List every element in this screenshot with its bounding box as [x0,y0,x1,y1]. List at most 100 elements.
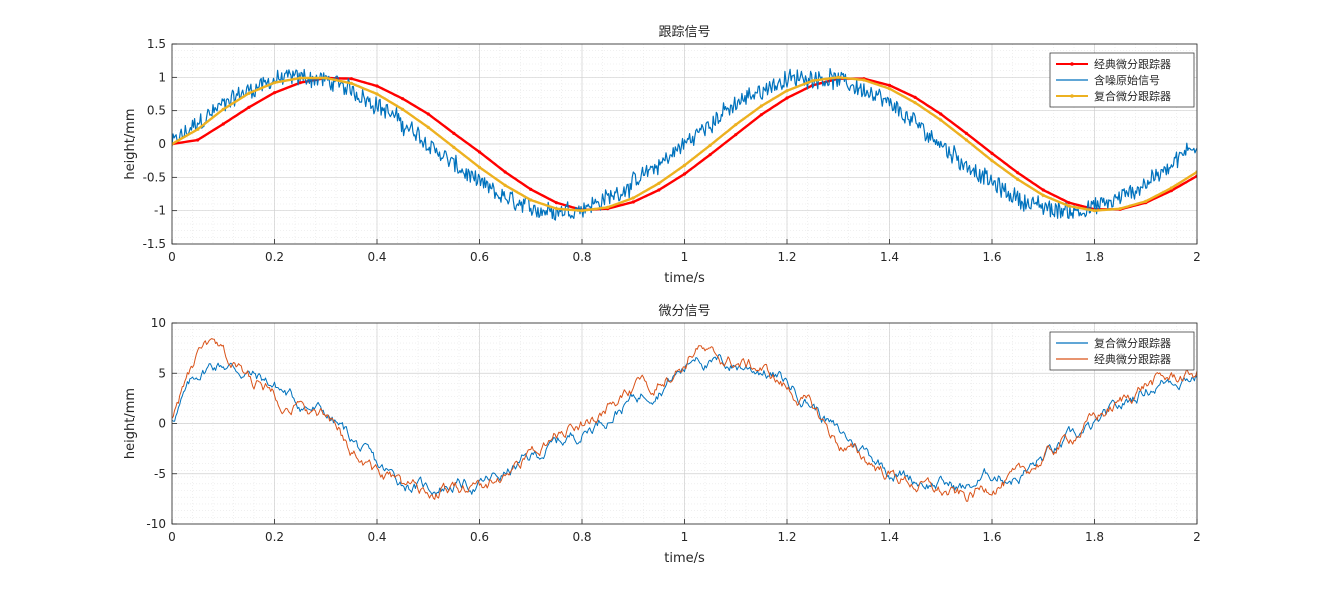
y-axis-label: height/mm [123,388,138,459]
series-point-2 [401,107,405,111]
series-point-0 [682,172,687,176]
x-tick-label: 0.8 [572,530,591,544]
series-point-0 [529,187,533,191]
x-tick-label: 2 [1193,250,1201,264]
x-axis-label: time/s [664,551,705,566]
derivative-signal-axes: 0 0.2 0.4 0.6 0.8 1 1.2 1.4 1.6 1.8 2 10 5 0 -5 -10 微分信号… [123,304,1201,566]
series-point-2 [1067,204,1071,208]
series-point-2 [426,125,430,129]
series-point-0 [426,112,430,116]
series-point-2 [247,91,251,95]
tracking-signal-axes: 0 0.2 0.4 0.6 0.8 1 1.2 1.4 1.6 1.8 2 1.5 1 0.5 0 -0.5 -… [123,25,1201,286]
series-line-1 [172,68,1197,221]
series-line-1 [172,338,1197,502]
series-point-2 [529,198,533,202]
series-point-0 [734,133,738,137]
y-tick-label: 5 [158,366,166,380]
y-tick-label: 10 [151,316,166,330]
series-point-2 [298,76,302,80]
series-point-2 [862,78,866,82]
y-tick-label: 0 [158,137,166,151]
legend-entry: 复合微分跟踪器 [1094,336,1171,350]
series-point-0 [247,105,251,109]
x-tick-label: 0.4 [367,250,386,264]
legend-entry: 经典微分跟踪器 [1094,57,1171,71]
series-point-2 [452,145,456,149]
series-point-2 [1041,193,1045,197]
y-tick-label: 0.5 [147,104,166,118]
series-point-0 [196,138,200,142]
series-point-0 [1169,189,1173,193]
series-point-0 [631,200,635,204]
series-point-2 [836,75,840,79]
x-tick-label: 0.2 [265,530,284,544]
series-point-2 [1144,199,1148,203]
series-point-0 [477,150,482,154]
series-point-2 [272,81,277,85]
legend-entry: 经典微分跟踪器 [1094,352,1171,366]
series-point-0 [452,131,456,135]
series-point-0 [708,153,712,157]
y-tick-label: 1.5 [147,37,166,51]
x-tick-label: 1.4 [880,530,899,544]
x-tick-label: 1.6 [982,530,1001,544]
x-tick-label: 0.4 [367,530,386,544]
series-point-2 [734,123,738,127]
x-tick-label: 1.6 [982,250,1001,264]
axes-title: 跟踪信号 [658,25,710,40]
series-point-0 [990,151,994,155]
x-tick-label: 0.6 [470,250,489,264]
series-point-2 [554,207,558,211]
legend-marker [1070,94,1074,98]
x-tick-label: 1.8 [1085,530,1104,544]
x-tick-label: 1.4 [880,250,899,264]
series-point-2 [1092,209,1097,213]
series-point-2 [196,127,200,131]
y-tick-label: -1 [154,204,166,218]
series-point-2 [657,181,661,185]
series-point-0 [401,97,405,101]
x-axis-label: time/s [664,271,705,286]
series-point-0 [657,188,661,192]
series-point-2 [580,209,584,213]
x-tick-label: 1.2 [777,530,796,544]
series-point-2 [990,159,994,163]
y-tick-label: -10 [146,517,166,531]
axes-title: 微分信号 [658,304,710,319]
series-point-2 [913,101,917,105]
x-tick-label: 1 [681,530,689,544]
x-tick-label: 1.2 [777,250,796,264]
series-point-0 [298,81,302,85]
x-tick-label: 0.6 [470,530,489,544]
series-point-0 [939,112,943,116]
series-point-2 [887,87,892,91]
series-point-2 [606,205,610,209]
series-point-0 [785,96,789,100]
y-tick-label: -1.5 [143,237,166,251]
series-point-2 [1016,177,1020,181]
series-point-0 [349,77,353,81]
series-point-0 [913,95,917,99]
series-point-0 [221,122,225,126]
legend-box [1049,331,1195,371]
y-tick-label: 1 [158,70,166,84]
series-point-2 [324,76,328,80]
series-point-2 [964,138,968,142]
legend-entry: 含噪原始信号 [1094,73,1160,87]
x-tick-label: 0 [168,530,176,544]
series-point-0 [554,201,558,205]
series-point-2 [811,79,815,83]
axes-box [171,43,1198,245]
series-point-2 [785,89,789,93]
series-point-2 [221,107,225,111]
series-point-0 [1016,171,1020,175]
series-point-2 [759,104,763,108]
series-point-0 [375,84,379,88]
legend-entry: 复合微分跟踪器 [1094,89,1171,103]
axes-box [171,322,1198,525]
series-point-0 [503,170,507,174]
x-tick-label: 0 [168,250,176,264]
